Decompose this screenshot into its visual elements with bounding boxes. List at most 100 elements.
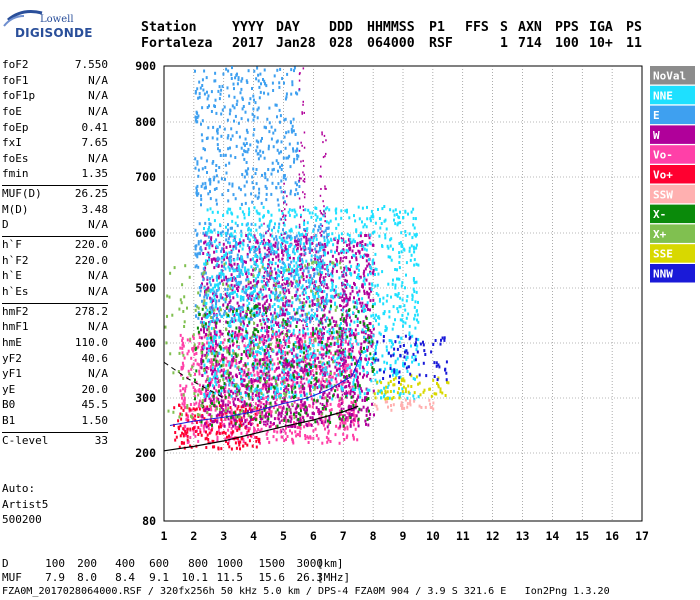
echo-dot (353, 392, 356, 395)
echo-dot (323, 344, 326, 348)
echo-dot (293, 157, 296, 161)
echo-dot (245, 365, 248, 369)
echo-dot (207, 325, 210, 329)
echo-dot (244, 419, 247, 422)
echo-dot (414, 313, 417, 317)
echo-dot (307, 421, 310, 425)
echo-dot (284, 431, 287, 435)
echo-dot (287, 130, 290, 134)
echo-dot (272, 243, 275, 247)
header-value-iga: 10+ (589, 36, 613, 51)
echo-dot (328, 375, 331, 379)
echo-dot (221, 272, 224, 276)
echo-dot (241, 255, 243, 259)
echo-dot (254, 358, 257, 362)
echo-dot (326, 235, 328, 239)
echo-dot (281, 296, 284, 300)
echo-dot (221, 332, 224, 336)
echo-dot (232, 400, 235, 404)
echo-dot (225, 345, 228, 349)
echo-dot (206, 314, 209, 318)
echo-dot (276, 375, 279, 379)
echo-dot (229, 258, 232, 262)
echo-dot (236, 99, 239, 103)
echo-dot (296, 340, 299, 344)
echo-dot (241, 97, 244, 101)
echo-dot (239, 367, 241, 371)
echo-dot (383, 310, 386, 314)
echo-dot (231, 286, 234, 290)
echo-dot (288, 361, 291, 365)
echo-dot (330, 376, 333, 380)
echo-dot (355, 305, 358, 309)
echo-dot (232, 269, 235, 273)
echo-dot (379, 226, 382, 230)
echo-dot (316, 215, 319, 219)
echo-dot (238, 326, 241, 330)
echo-dot (224, 346, 227, 350)
echo-dot (247, 350, 250, 354)
echo-dot (212, 308, 214, 312)
echo-dot (264, 345, 267, 348)
echo-dot (204, 368, 207, 372)
echo-dot (310, 372, 312, 376)
echo-dot (190, 356, 193, 360)
echo-dot (307, 247, 310, 251)
echo-dot (184, 433, 187, 437)
echo-dot (313, 354, 316, 358)
echo-dot (320, 300, 323, 303)
param-name: foEp (2, 120, 29, 134)
echo-dot (214, 71, 217, 75)
echo-dot (402, 361, 405, 365)
echo-dot (204, 185, 207, 189)
echo-dot (386, 361, 388, 365)
echo-dot (399, 241, 402, 245)
echo-dot (267, 336, 270, 340)
echo-dot (397, 221, 400, 225)
echo-dot (334, 236, 337, 240)
echo-dot (196, 362, 199, 366)
echo-dot (284, 417, 287, 421)
echo-dot (354, 339, 357, 343)
echo-dot (217, 233, 220, 237)
echo-dot (319, 255, 322, 259)
echo-dot (365, 409, 368, 413)
echo-dot (332, 265, 335, 268)
param-value: 20.0 (81, 382, 109, 396)
echo-dot (301, 357, 304, 361)
echo-dot (256, 239, 259, 243)
echo-dot (256, 343, 259, 347)
echo-dot (256, 423, 259, 427)
echo-dot (302, 318, 305, 322)
echo-dot (198, 399, 201, 403)
echo-dot (346, 302, 349, 306)
echo-dot (201, 321, 204, 325)
echo-dot (349, 323, 352, 327)
echo-dot (208, 396, 211, 400)
echo-dot (352, 390, 355, 394)
echo-dot (191, 412, 194, 416)
echo-dot (259, 336, 261, 340)
echo-dot (265, 317, 268, 321)
echo-dot (227, 399, 230, 403)
echo-dot (201, 374, 204, 377)
echo-dot (204, 315, 207, 319)
echo-dot (271, 181, 274, 185)
echo-dot (371, 212, 374, 216)
echo-dot (284, 339, 287, 343)
echo-dot (196, 429, 198, 433)
echo-dot (350, 400, 353, 404)
echo-dot (204, 266, 207, 270)
echo-dot (268, 260, 271, 264)
echo-dot (366, 217, 369, 221)
echo-dot (228, 263, 231, 266)
echo-dot (303, 425, 306, 429)
echo-dot (285, 131, 288, 135)
echo-dot (182, 399, 185, 403)
echo-dot (404, 230, 407, 233)
echo-dot (398, 251, 401, 255)
echo-dot (234, 410, 237, 414)
echo-dot (287, 248, 290, 252)
echo-dot (414, 217, 417, 221)
echo-dot (359, 347, 362, 351)
